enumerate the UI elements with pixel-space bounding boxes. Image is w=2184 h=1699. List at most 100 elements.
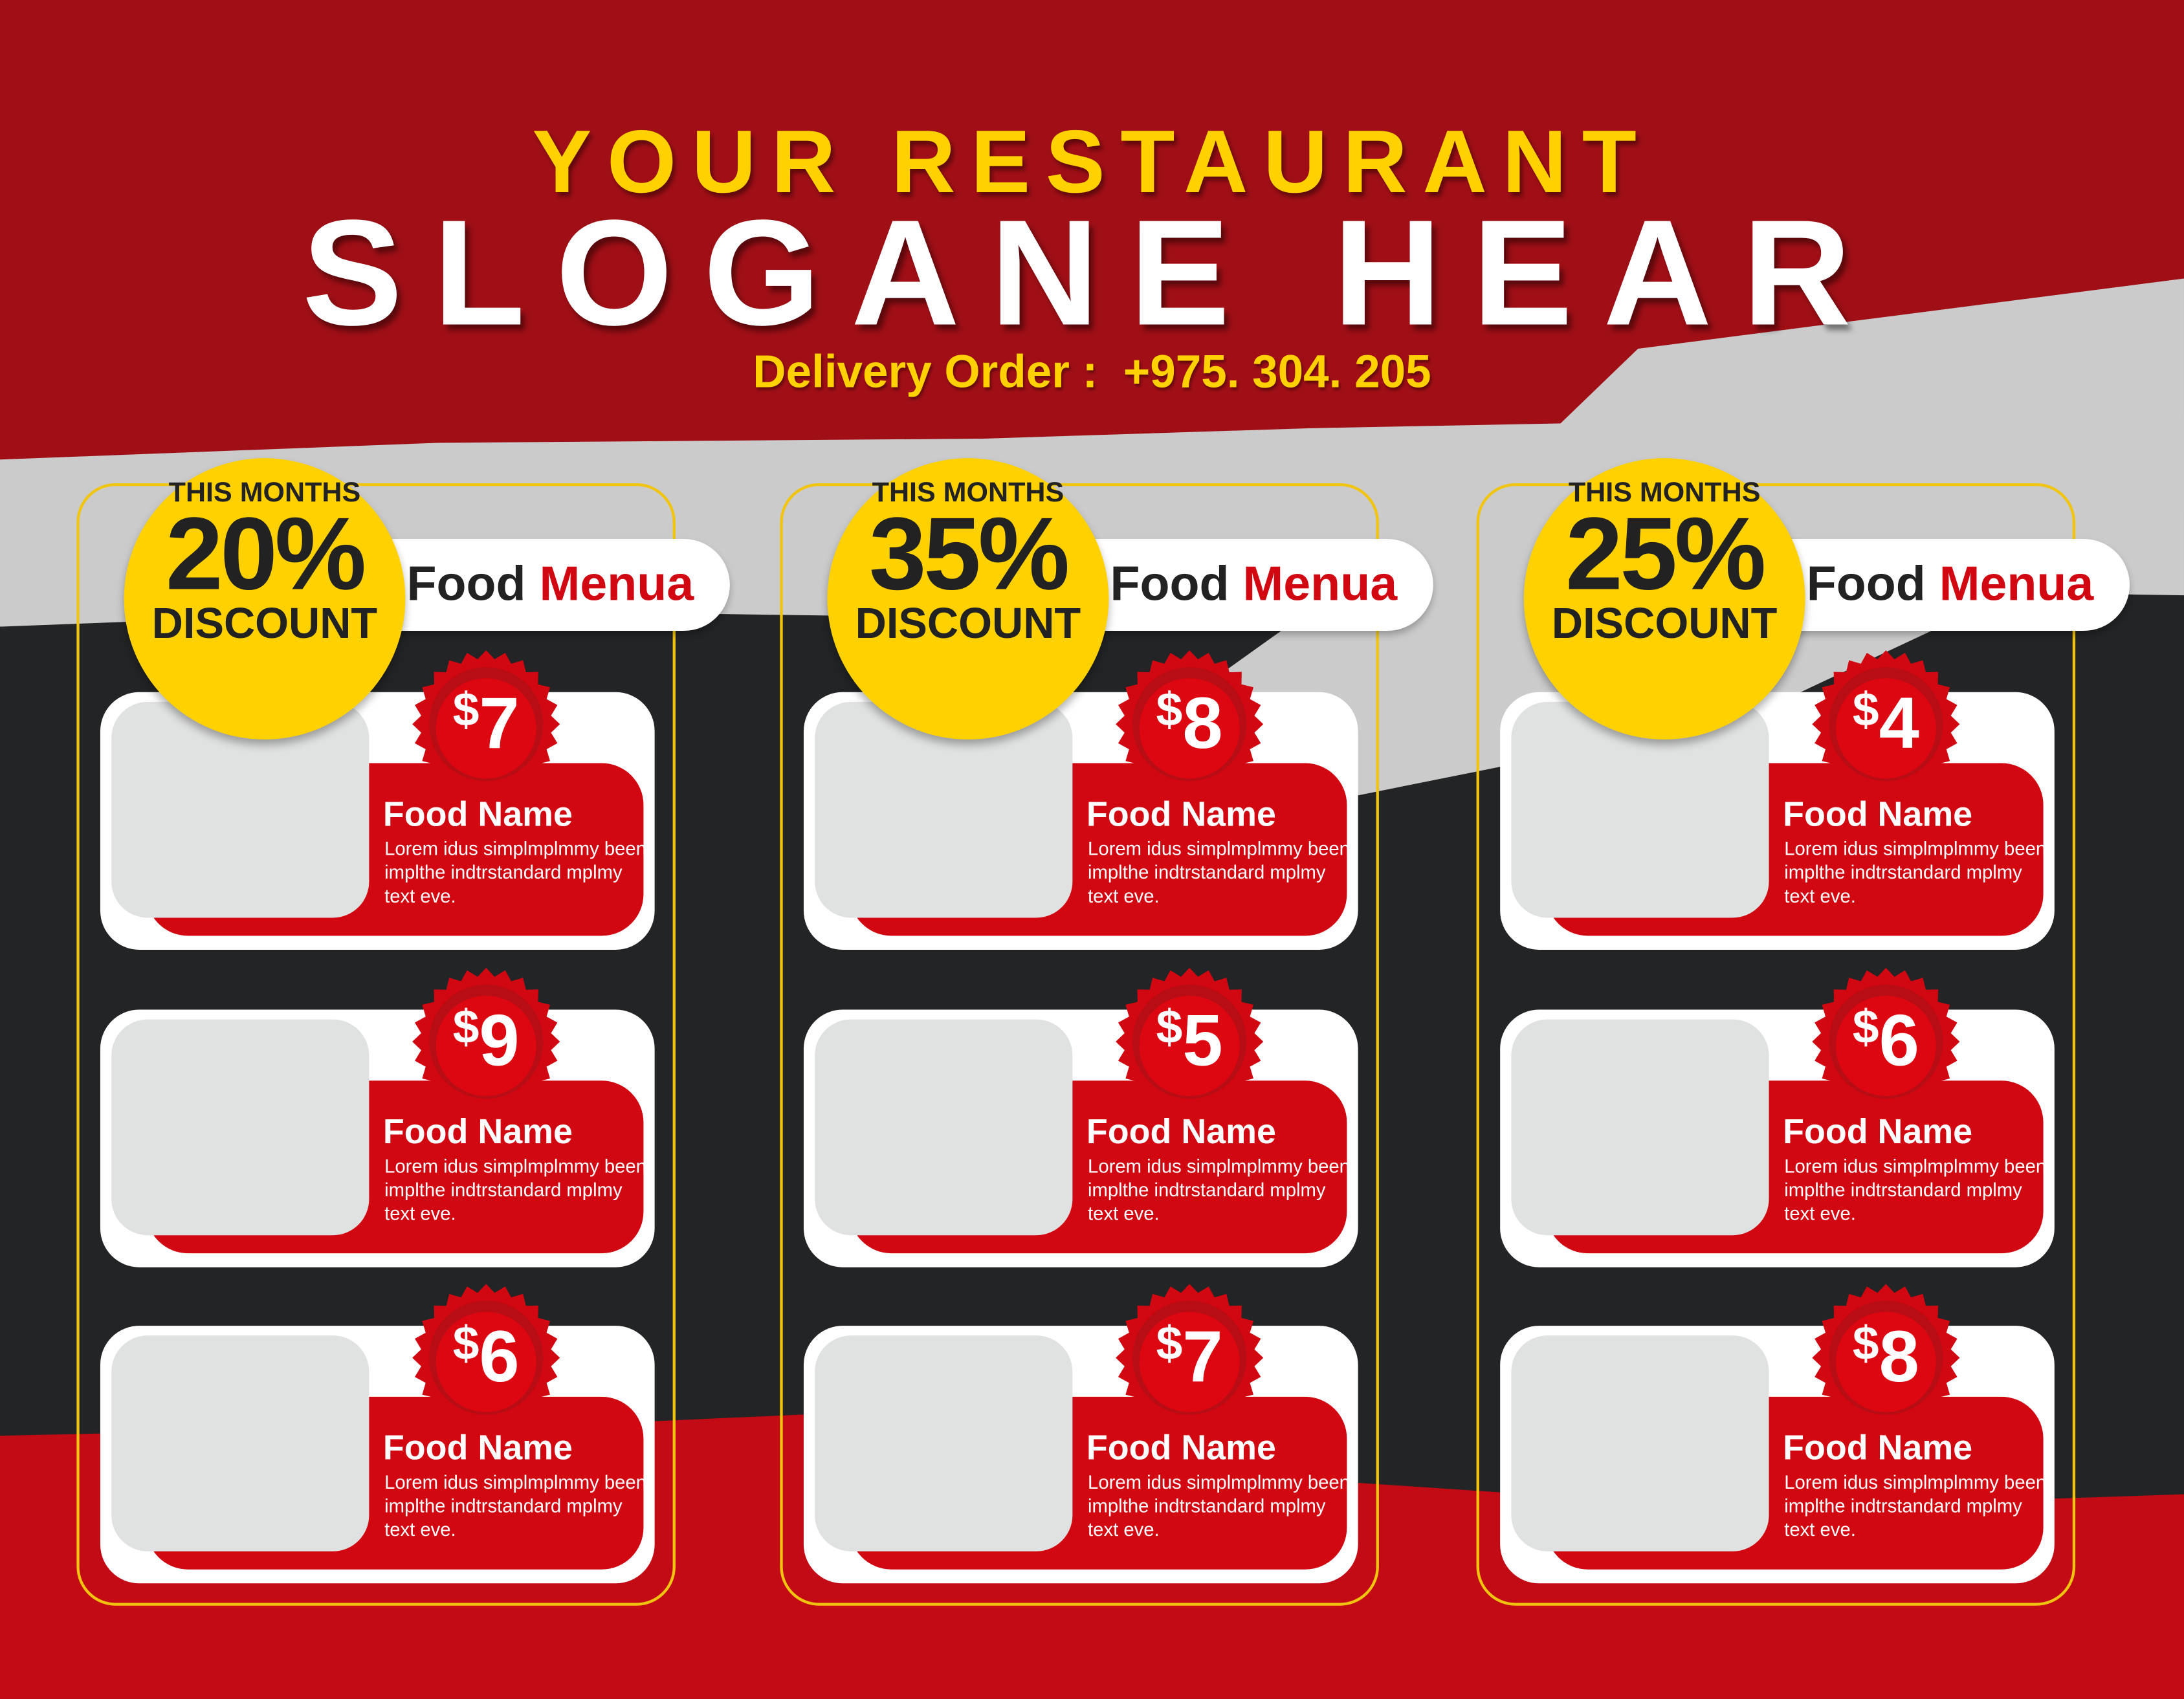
discount-label-bottom: DISCOUNT bbox=[1551, 598, 1778, 648]
price-badge-shape bbox=[1116, 1284, 1264, 1432]
menu-header-word2: Menua bbox=[1939, 556, 2094, 611]
price-badge-shape bbox=[412, 650, 560, 798]
food-image-placeholder bbox=[815, 701, 1073, 918]
food-description: Lorem idus simplmplmmy been implthe indt… bbox=[384, 1472, 646, 1540]
menu-item-card[interactable]: $6 Food Name Lorem idus simplmplmmy been i… bbox=[1500, 967, 2055, 1267]
menu-item-card[interactable]: $7 Food Name Lorem idus simplmplmmy been i… bbox=[100, 650, 655, 950]
menu-header-word1: Food bbox=[406, 556, 526, 611]
menu-item-card[interactable]: $8 Food Name Lorem idus simplmplmmy been i… bbox=[1500, 1284, 2055, 1584]
food-description: Lorem idus simplmplmmy been implthe indt… bbox=[1784, 1472, 2047, 1540]
price: $7 bbox=[1116, 1320, 1263, 1395]
price-value: 6 bbox=[1879, 1001, 1919, 1082]
price-value: 5 bbox=[1182, 1001, 1223, 1082]
price-value: 8 bbox=[1182, 683, 1223, 765]
discount-label-bottom: DISCOUNT bbox=[855, 598, 1081, 648]
discount-badge: THIS MONTHS 35% DISCOUNT bbox=[827, 458, 1109, 740]
discount-badge: THIS MONTHS 20% DISCOUNT bbox=[124, 458, 406, 740]
price: $4 bbox=[1812, 686, 1959, 762]
price-badge-shape bbox=[412, 1284, 560, 1432]
price-badge-shape bbox=[1812, 650, 1960, 798]
price-badge-shape bbox=[1116, 650, 1264, 798]
menu-header: Food Menua bbox=[1068, 538, 1433, 631]
food-description: Lorem idus simplmplmmy been implthe indt… bbox=[1088, 838, 1350, 907]
food-description: Lorem idus simplmplmmy been implthe indt… bbox=[1784, 838, 2047, 907]
price-badge: $7 bbox=[412, 650, 560, 798]
menu-header-word1: Food bbox=[1806, 556, 1926, 611]
price-value: 7 bbox=[1182, 1317, 1223, 1399]
food-description: Lorem idus simplmplmmy been implthe indt… bbox=[384, 838, 646, 907]
food-name: Food Name bbox=[382, 1112, 573, 1152]
price: $9 bbox=[412, 1004, 560, 1079]
discount-badge: THIS MONTHS 25% DISCOUNT bbox=[1523, 458, 1805, 740]
currency-symbol: $ bbox=[1156, 1001, 1183, 1055]
menu-item-card[interactable]: $9 Food Name Lorem idus simplmplmmy been i… bbox=[100, 967, 655, 1267]
food-image-placeholder bbox=[1511, 701, 1769, 918]
price-value: 8 bbox=[1879, 1317, 1919, 1399]
currency-symbol: $ bbox=[452, 1001, 480, 1055]
restaurant-title: YOUR RESTAURANT bbox=[532, 111, 1652, 212]
menu-header: Food Menua bbox=[1765, 538, 2130, 631]
food-description: Lorem idus simplmplmmy been implthe indt… bbox=[384, 1156, 646, 1224]
menu-item-card[interactable]: $5 Food Name Lorem idus simplmplmmy been i… bbox=[803, 967, 1358, 1267]
discount-value: 35% bbox=[868, 496, 1070, 611]
price: $6 bbox=[412, 1320, 560, 1395]
currency-symbol: $ bbox=[452, 1317, 480, 1370]
discount-label-top: THIS MONTHS bbox=[168, 477, 361, 509]
price-badge: $6 bbox=[1812, 967, 1960, 1116]
food-image-placeholder bbox=[815, 1335, 1073, 1551]
price-badge-shape bbox=[1116, 967, 1264, 1116]
delivery-order: Delivery Order : +975. 304. 205 bbox=[753, 345, 1431, 397]
price: $8 bbox=[1116, 686, 1263, 762]
food-description: Lorem idus simplmplmmy been implthe indt… bbox=[1088, 1472, 1350, 1540]
price-value: 4 bbox=[1879, 683, 1919, 765]
price-badge: $8 bbox=[1116, 650, 1264, 798]
price-badge: $6 bbox=[412, 1284, 560, 1432]
discount-label-top: THIS MONTHS bbox=[1568, 477, 1761, 509]
food-description: Lorem idus simplmplmmy been implthe indt… bbox=[1088, 1156, 1350, 1224]
menu-item-card[interactable]: $4 Food Name Lorem idus simplmplmmy been i… bbox=[1500, 650, 2055, 950]
price: $7 bbox=[412, 686, 560, 762]
currency-symbol: $ bbox=[1852, 1001, 1879, 1055]
discount-value: 20% bbox=[166, 496, 366, 611]
discount-value: 25% bbox=[1565, 496, 1766, 611]
food-image-placeholder bbox=[1511, 1335, 1769, 1551]
food-image-placeholder bbox=[815, 1019, 1073, 1236]
price-value: 6 bbox=[479, 1317, 520, 1399]
food-description: Lorem idus simplmplmmy been implthe indt… bbox=[1784, 1156, 2047, 1224]
currency-symbol: $ bbox=[452, 683, 480, 737]
discount-label-top: THIS MONTHS bbox=[872, 477, 1064, 509]
food-image-placeholder bbox=[111, 1019, 370, 1236]
price-badge: $8 bbox=[1812, 1284, 1960, 1432]
currency-symbol: $ bbox=[1156, 683, 1183, 737]
menu-column: THIS MONTHS 25% DISCOUNT Food Menua $4 Food N… bbox=[1476, 458, 2130, 1606]
price: $5 bbox=[1116, 1004, 1263, 1079]
food-name: Food Name bbox=[1783, 1112, 1973, 1152]
menu-column: THIS MONTHS 20% DISCOUNT Food Menua $7 Food N… bbox=[76, 458, 730, 1606]
menu-item-card[interactable]: $6 Food Name Lorem idus simplmplmmy been i… bbox=[100, 1284, 655, 1584]
discount-label-bottom: DISCOUNT bbox=[151, 598, 378, 648]
menu-column: THIS MONTHS 35% DISCOUNT Food Menua $8 Food N… bbox=[780, 458, 1433, 1606]
price-badge: $7 bbox=[1116, 1284, 1264, 1432]
food-name: Food Name bbox=[1783, 795, 1973, 835]
menu-header: Food Menua bbox=[364, 538, 730, 631]
currency-symbol: $ bbox=[1852, 1317, 1879, 1370]
price-badge: $4 bbox=[1812, 650, 1960, 798]
food-name: Food Name bbox=[1086, 1429, 1276, 1468]
price: $8 bbox=[1812, 1320, 1959, 1395]
menu-item-card[interactable]: $7 Food Name Lorem idus simplmplmmy been i… bbox=[803, 1284, 1358, 1584]
food-image-placeholder bbox=[111, 701, 370, 918]
food-name: Food Name bbox=[382, 795, 573, 835]
price-badge: $9 bbox=[412, 967, 560, 1116]
currency-symbol: $ bbox=[1156, 1317, 1183, 1370]
slogan: SLOGANE HEAR bbox=[302, 188, 1882, 357]
price-value: 7 bbox=[479, 683, 520, 765]
price-value: 9 bbox=[479, 1001, 520, 1082]
food-name: Food Name bbox=[1086, 795, 1276, 835]
menu-header-word2: Menua bbox=[539, 556, 694, 611]
price-badge-shape bbox=[412, 967, 560, 1116]
menu-item-card[interactable]: $8 Food Name Lorem idus simplmplmmy been i… bbox=[803, 650, 1358, 950]
food-image-placeholder bbox=[111, 1335, 370, 1551]
price-badge-shape bbox=[1812, 1284, 1960, 1432]
price: $6 bbox=[1812, 1004, 1959, 1079]
